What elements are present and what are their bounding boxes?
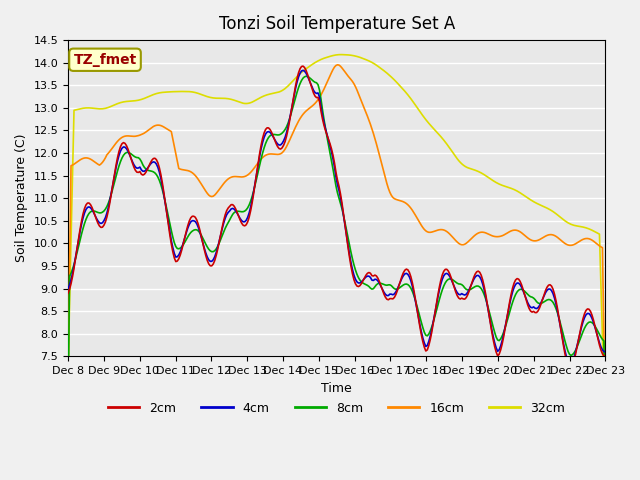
Legend: 2cm, 4cm, 8cm, 16cm, 32cm: 2cm, 4cm, 8cm, 16cm, 32cm bbox=[103, 396, 570, 420]
Text: TZ_fmet: TZ_fmet bbox=[74, 53, 137, 67]
Title: Tonzi Soil Temperature Set A: Tonzi Soil Temperature Set A bbox=[219, 15, 455, 33]
X-axis label: Time: Time bbox=[321, 382, 352, 395]
Y-axis label: Soil Temperature (C): Soil Temperature (C) bbox=[15, 134, 28, 263]
